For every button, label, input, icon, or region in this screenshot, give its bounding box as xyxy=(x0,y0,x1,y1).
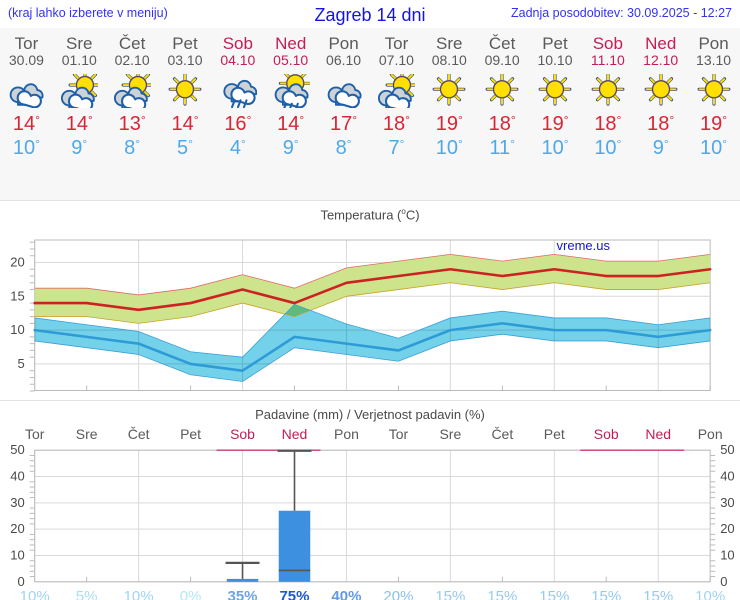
svg-text:40: 40 xyxy=(720,469,734,484)
svg-text:10: 10 xyxy=(10,547,24,562)
svg-text:0: 0 xyxy=(17,574,24,589)
svg-text:vreme.us: vreme.us xyxy=(557,238,611,253)
svg-text:20: 20 xyxy=(10,254,24,269)
svg-text:10: 10 xyxy=(720,547,734,562)
svg-text:0: 0 xyxy=(720,574,727,589)
svg-text:10: 10 xyxy=(10,322,24,337)
svg-text:30: 30 xyxy=(720,495,734,510)
svg-text:20: 20 xyxy=(10,521,24,536)
svg-text:40: 40 xyxy=(10,469,24,484)
svg-text:30: 30 xyxy=(10,495,24,510)
svg-text:5: 5 xyxy=(17,356,24,371)
svg-text:20: 20 xyxy=(720,521,734,536)
svg-text:50: 50 xyxy=(10,442,24,457)
svg-text:50: 50 xyxy=(720,442,734,457)
svg-text:15: 15 xyxy=(10,288,24,303)
